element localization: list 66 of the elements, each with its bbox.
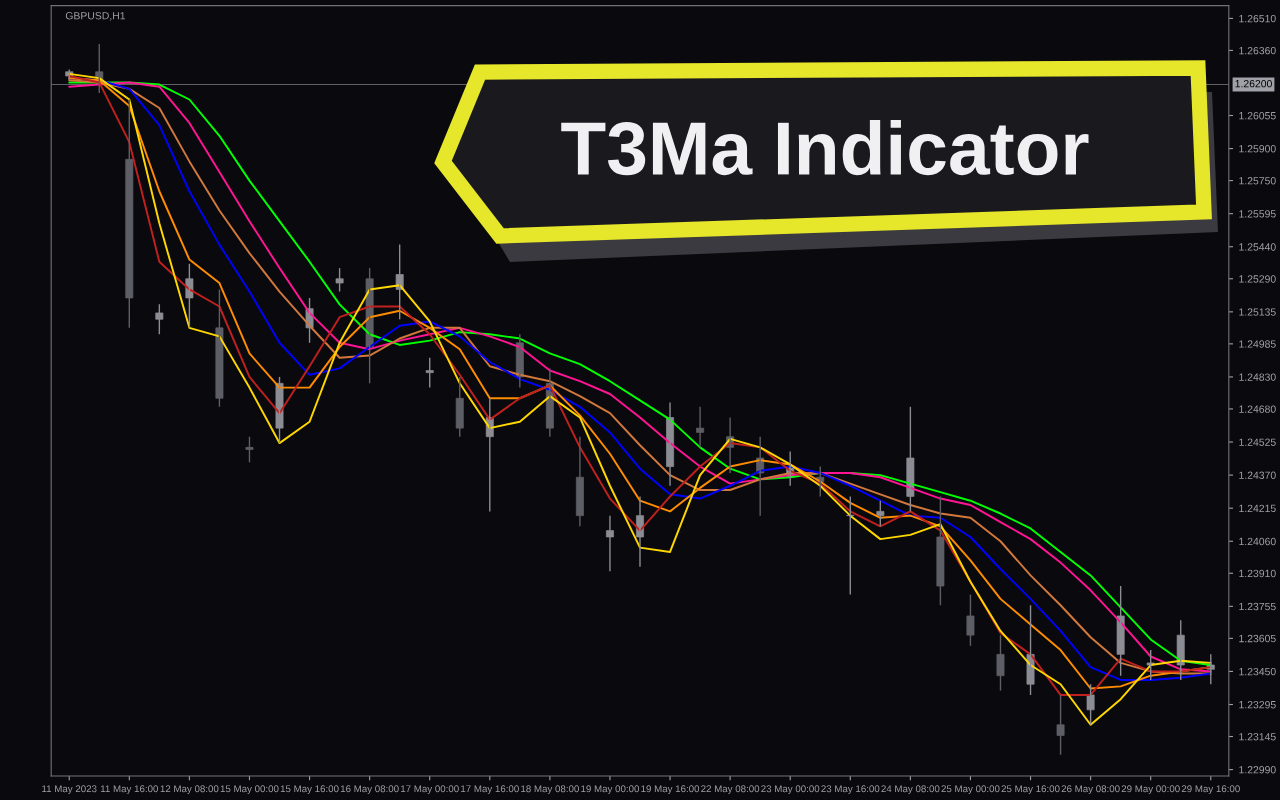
x-tick-label: 17 May 16:00 — [461, 785, 519, 795]
y-tick-label: 1.23910 — [1239, 569, 1276, 578]
y-tick-label: 1.24830 — [1239, 373, 1276, 381]
candlestick — [185, 263, 194, 329]
y-tick-label: 1.24985 — [1239, 340, 1276, 348]
x-tick-label: 15 May 16:00 — [280, 785, 339, 795]
candlestick — [215, 288, 224, 408]
candlestick — [335, 267, 344, 293]
y-tick-label: 1.25135 — [1239, 308, 1276, 316]
text: T3Ma Indicator — [561, 120, 1089, 176]
candlestick — [425, 357, 434, 389]
candlestick — [455, 376, 464, 438]
y-tick-label: 1.22990 — [1239, 766, 1276, 774]
y-tick-label: 1.26360 — [1239, 46, 1276, 55]
candlestick — [1086, 683, 1095, 726]
y-tick-label: 1.25290 — [1239, 275, 1276, 283]
y-tick-label: 1.26055 — [1239, 112, 1276, 120]
y-tick-label: 1.24215 — [1239, 504, 1276, 513]
candlestick — [1116, 585, 1125, 677]
x-tick-label: 12 May 08:00 — [160, 785, 219, 795]
y-tick-label: 1.23145 — [1239, 733, 1276, 741]
y-tick-label: 1.23450 — [1239, 667, 1276, 676]
x-tick-label: 16 May 08:00 — [340, 785, 399, 795]
x-tick-label: 11 May 2023 — [42, 785, 97, 795]
candlestick — [155, 303, 164, 335]
x-tick-label: 19 May 16:00 — [641, 785, 700, 795]
candlestick — [125, 98, 134, 329]
candlestick — [696, 406, 705, 449]
y-tick-label: 1.24525 — [1239, 438, 1276, 446]
y-tick-label: 1.25595 — [1239, 210, 1276, 218]
candlestick — [1056, 694, 1065, 756]
ref-line-label: 1.26200 — [1235, 79, 1272, 88]
candlestick — [1176, 619, 1185, 681]
y-tick-label: 1.23755 — [1239, 602, 1276, 611]
y-tick-label: 1.25750 — [1239, 177, 1276, 185]
x-tick-label: 25 May 16:00 — [1001, 785, 1060, 795]
candlestick — [966, 593, 975, 647]
y-tick-label: 1.23295 — [1239, 701, 1276, 709]
x-tick-label: 18 May 08:00 — [521, 785, 579, 795]
candlestick — [936, 495, 945, 606]
candlestick — [275, 376, 284, 444]
candlestick — [1146, 649, 1155, 681]
y-tick-label: 1.24680 — [1239, 405, 1276, 413]
y-tick-label: 1.26510 — [1239, 14, 1276, 23]
candlestick — [245, 435, 254, 463]
x-tick-label: 17 May 00:00 — [401, 785, 459, 795]
x-tick-label: 19 May 00:00 — [581, 785, 640, 795]
x-tick-label: 11 May 16:00 — [100, 785, 159, 795]
x-tick-label: 23 May 16:00 — [821, 785, 880, 795]
x-tick-label: 26 May 08:00 — [1061, 785, 1120, 795]
y-tick-label: 1.25900 — [1239, 145, 1276, 153]
candlestick — [996, 634, 1005, 692]
x-tick-label: 22 May 08:00 — [701, 785, 760, 795]
y-tick-label: 1.23605 — [1239, 634, 1276, 643]
x-tick-label: 15 May 00:00 — [220, 785, 279, 795]
candlestick — [906, 406, 915, 513]
x-tick-label: 25 May 00:00 — [941, 785, 1000, 795]
text: GBPUSD,H1 — [65, 12, 126, 21]
y-tick-label: 1.24370 — [1239, 471, 1276, 479]
y-tick-label: 1.24060 — [1239, 537, 1276, 546]
x-tick-label: 29 May 00:00 — [1121, 785, 1180, 795]
x-tick-label: 23 May 00:00 — [761, 785, 820, 795]
y-tick-label: 1.25440 — [1239, 243, 1276, 251]
x-tick-label: 24 May 08:00 — [881, 785, 940, 795]
x-tick-label: 29 May 16:00 — [1181, 785, 1240, 795]
candlestick — [876, 500, 885, 528]
